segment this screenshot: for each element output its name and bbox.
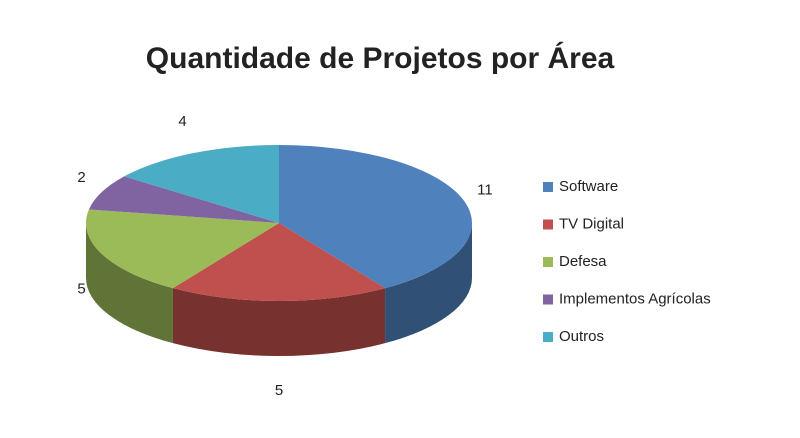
pie-slice [124, 145, 280, 223]
pie-slice [86, 209, 279, 289]
data-label: 5 [77, 281, 85, 298]
pie-side [86, 223, 173, 344]
pie-slice [172, 223, 386, 302]
legend-swatch [543, 219, 553, 230]
legend-swatch [543, 182, 553, 192]
legend-label: Implementos Agrícolas [559, 290, 711, 307]
chart-title: Quantidade de Projetos por Área [146, 41, 615, 75]
pie-side [172, 288, 386, 357]
pie-side [385, 223, 472, 344]
data-label: 2 [77, 169, 85, 186]
pie-slice [279, 145, 473, 289]
legend-label: Outros [559, 328, 604, 345]
data-label: 5 [275, 382, 283, 399]
pie-slice [88, 176, 280, 223]
legend-label: Software [559, 178, 618, 195]
legend-swatch [543, 257, 553, 267]
data-label: 4 [178, 113, 186, 130]
legend-swatch [543, 332, 553, 342]
legend-label: Defesa [559, 253, 607, 270]
data-label: 11 [477, 182, 493, 199]
legend-label: TV Digital [559, 215, 624, 232]
legend-swatch [543, 294, 553, 305]
